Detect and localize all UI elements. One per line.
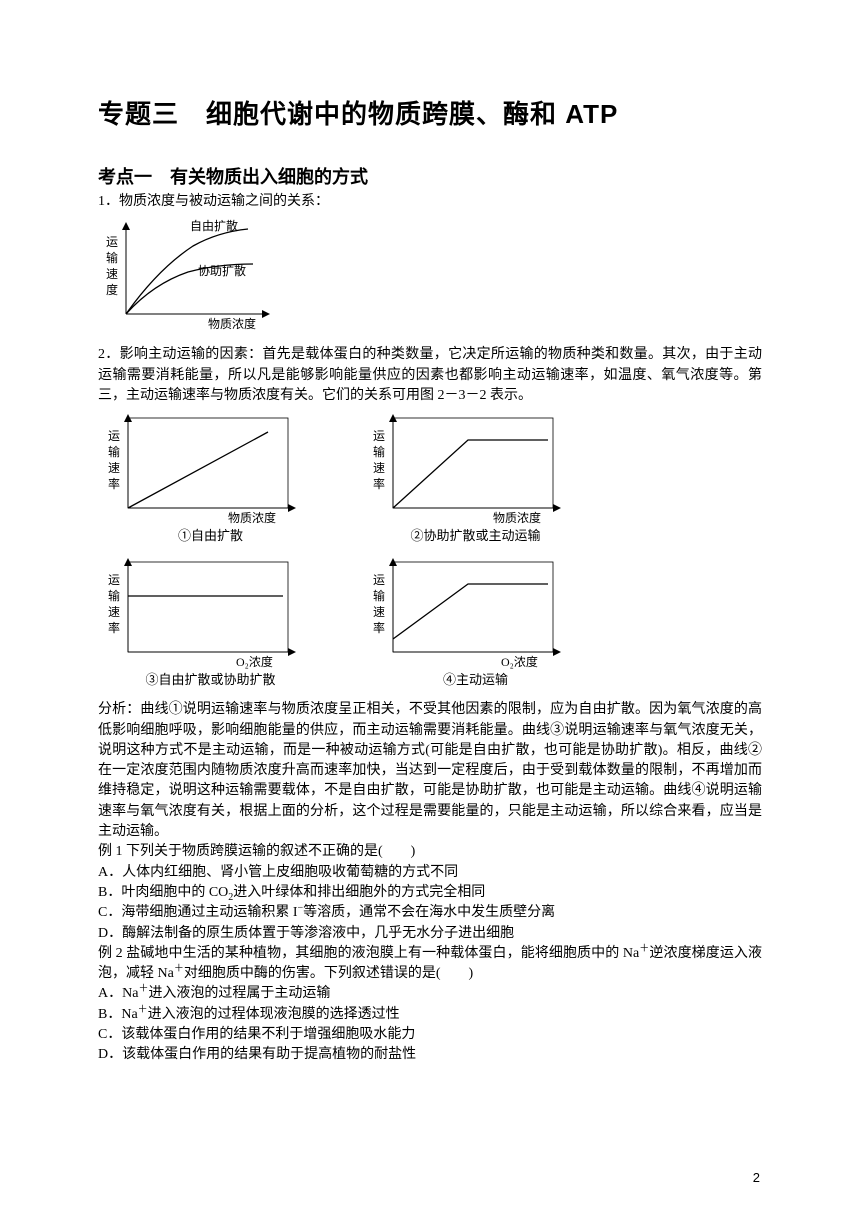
svg-text:O₂浓度: O₂浓度 <box>236 654 273 669</box>
paragraph-2: 2．影响主动运输的因素：首先是载体蛋白的种类数量，它决定所运输的物质种类和数量。… <box>98 345 762 406</box>
svg-text:运: 运 <box>108 573 120 587</box>
svg-text:速: 速 <box>106 267 118 281</box>
svg-text:运: 运 <box>373 429 385 443</box>
svg-text:运: 运 <box>373 573 385 587</box>
svg-text:速: 速 <box>373 461 385 475</box>
svg-text:输: 输 <box>373 444 385 459</box>
example-1-A: A．人体内红细胞、肾小管上皮细胞吸收葡萄糖的方式不同 <box>98 863 762 883</box>
svg-text:速: 速 <box>373 605 385 619</box>
caption-2: ②协助扩散或主动运输 <box>363 527 588 546</box>
example-2-C: C．该载体蛋白作用的结果不利于增强细胞吸水能力 <box>98 1025 762 1045</box>
svg-text:输: 输 <box>106 250 118 265</box>
example-1-stem: 例 1 下列关于物质跨膜运输的叙述不正确的是( ) <box>98 842 762 862</box>
label-facilitated: 协助扩散 <box>198 263 246 278</box>
svg-text:率: 率 <box>373 620 385 635</box>
caption-1: ①自由扩散 <box>98 527 323 546</box>
analysis-paragraph: 分析：曲线①说明运输速率与物质浓度呈正相关，不受其他因素的限制，应为自由扩散。因… <box>98 700 762 842</box>
xlabel-1: 物质浓度 <box>208 316 256 331</box>
svg-text:率: 率 <box>108 620 120 635</box>
page-number: 2 <box>753 1169 760 1188</box>
caption-4: ④主动运输 <box>363 671 588 690</box>
svg-text:输: 输 <box>108 588 120 603</box>
label-free-diff: 自由扩散 <box>190 218 238 233</box>
chart-cell-2: 运 输 速 率 物质浓度 ②协助扩散或主动运输 <box>363 410 588 548</box>
svg-text:输: 输 <box>373 588 385 603</box>
paragraph-1: 1．物质浓度与被动运输之间的关系： <box>98 192 762 212</box>
svg-text:输: 输 <box>108 444 120 459</box>
svg-text:运: 运 <box>106 235 118 249</box>
chart-grid: 运 输 速 率 物质浓度 ①自由扩散 运 输 速 率 物质浓度 ②协助扩散或主动… <box>98 410 762 692</box>
svg-text:物质浓度: 物质浓度 <box>228 510 276 525</box>
section-subtitle: 考点一 有关物质出入细胞的方式 <box>98 164 762 190</box>
example-1-B: B．叶肉细胞中的 CO2进入叶绿体和排出细胞外的方式完全相同 <box>98 883 762 903</box>
chart-cell-3: 运 输 速 率 O₂浓度 ③自由扩散或协助扩散 <box>98 554 323 692</box>
caption-3: ③自由扩散或协助扩散 <box>98 671 323 690</box>
svg-text:率: 率 <box>108 476 120 491</box>
page-title: 专题三 细胞代谢中的物质跨膜、酶和 ATP <box>98 96 762 134</box>
example-2-D: D．该载体蛋白作用的结果有助于提高植物的耐盐性 <box>98 1045 762 1065</box>
svg-text:速: 速 <box>108 605 120 619</box>
svg-text:运: 运 <box>108 429 120 443</box>
example-1-D: D．酶解法制备的原生质体置于等渗溶液中，几乎无水分子进出细胞 <box>98 924 762 944</box>
chart-cell-4: 运 输 速 率 O₂浓度 ④主动运输 <box>363 554 588 692</box>
example-2-stem: 例 2 盐碱地中生活的某种植物，其细胞的液泡膜上有一种载体蛋白，能将细胞质中的 … <box>98 944 762 985</box>
chart-cell-1: 运 输 速 率 物质浓度 ①自由扩散 <box>98 410 323 548</box>
example-1-C: C．海带细胞通过主动运输积累 I−等溶质，通常不会在海水中发生质壁分离 <box>98 903 762 923</box>
example-2-A: A．Na＋进入液泡的过程属于主动运输 <box>98 984 762 1004</box>
svg-text:度: 度 <box>106 282 118 297</box>
svg-text:速: 速 <box>108 461 120 475</box>
svg-text:物质浓度: 物质浓度 <box>493 510 541 525</box>
svg-text:率: 率 <box>373 476 385 491</box>
chart-diffusion-combined: 自由扩散 协助扩散 运 输 速 度 物质浓度 <box>98 214 283 334</box>
example-2-B: B．Na＋进入液泡的过程体现液泡膜的选择透过性 <box>98 1005 762 1025</box>
svg-text:O₂浓度: O₂浓度 <box>501 654 538 669</box>
